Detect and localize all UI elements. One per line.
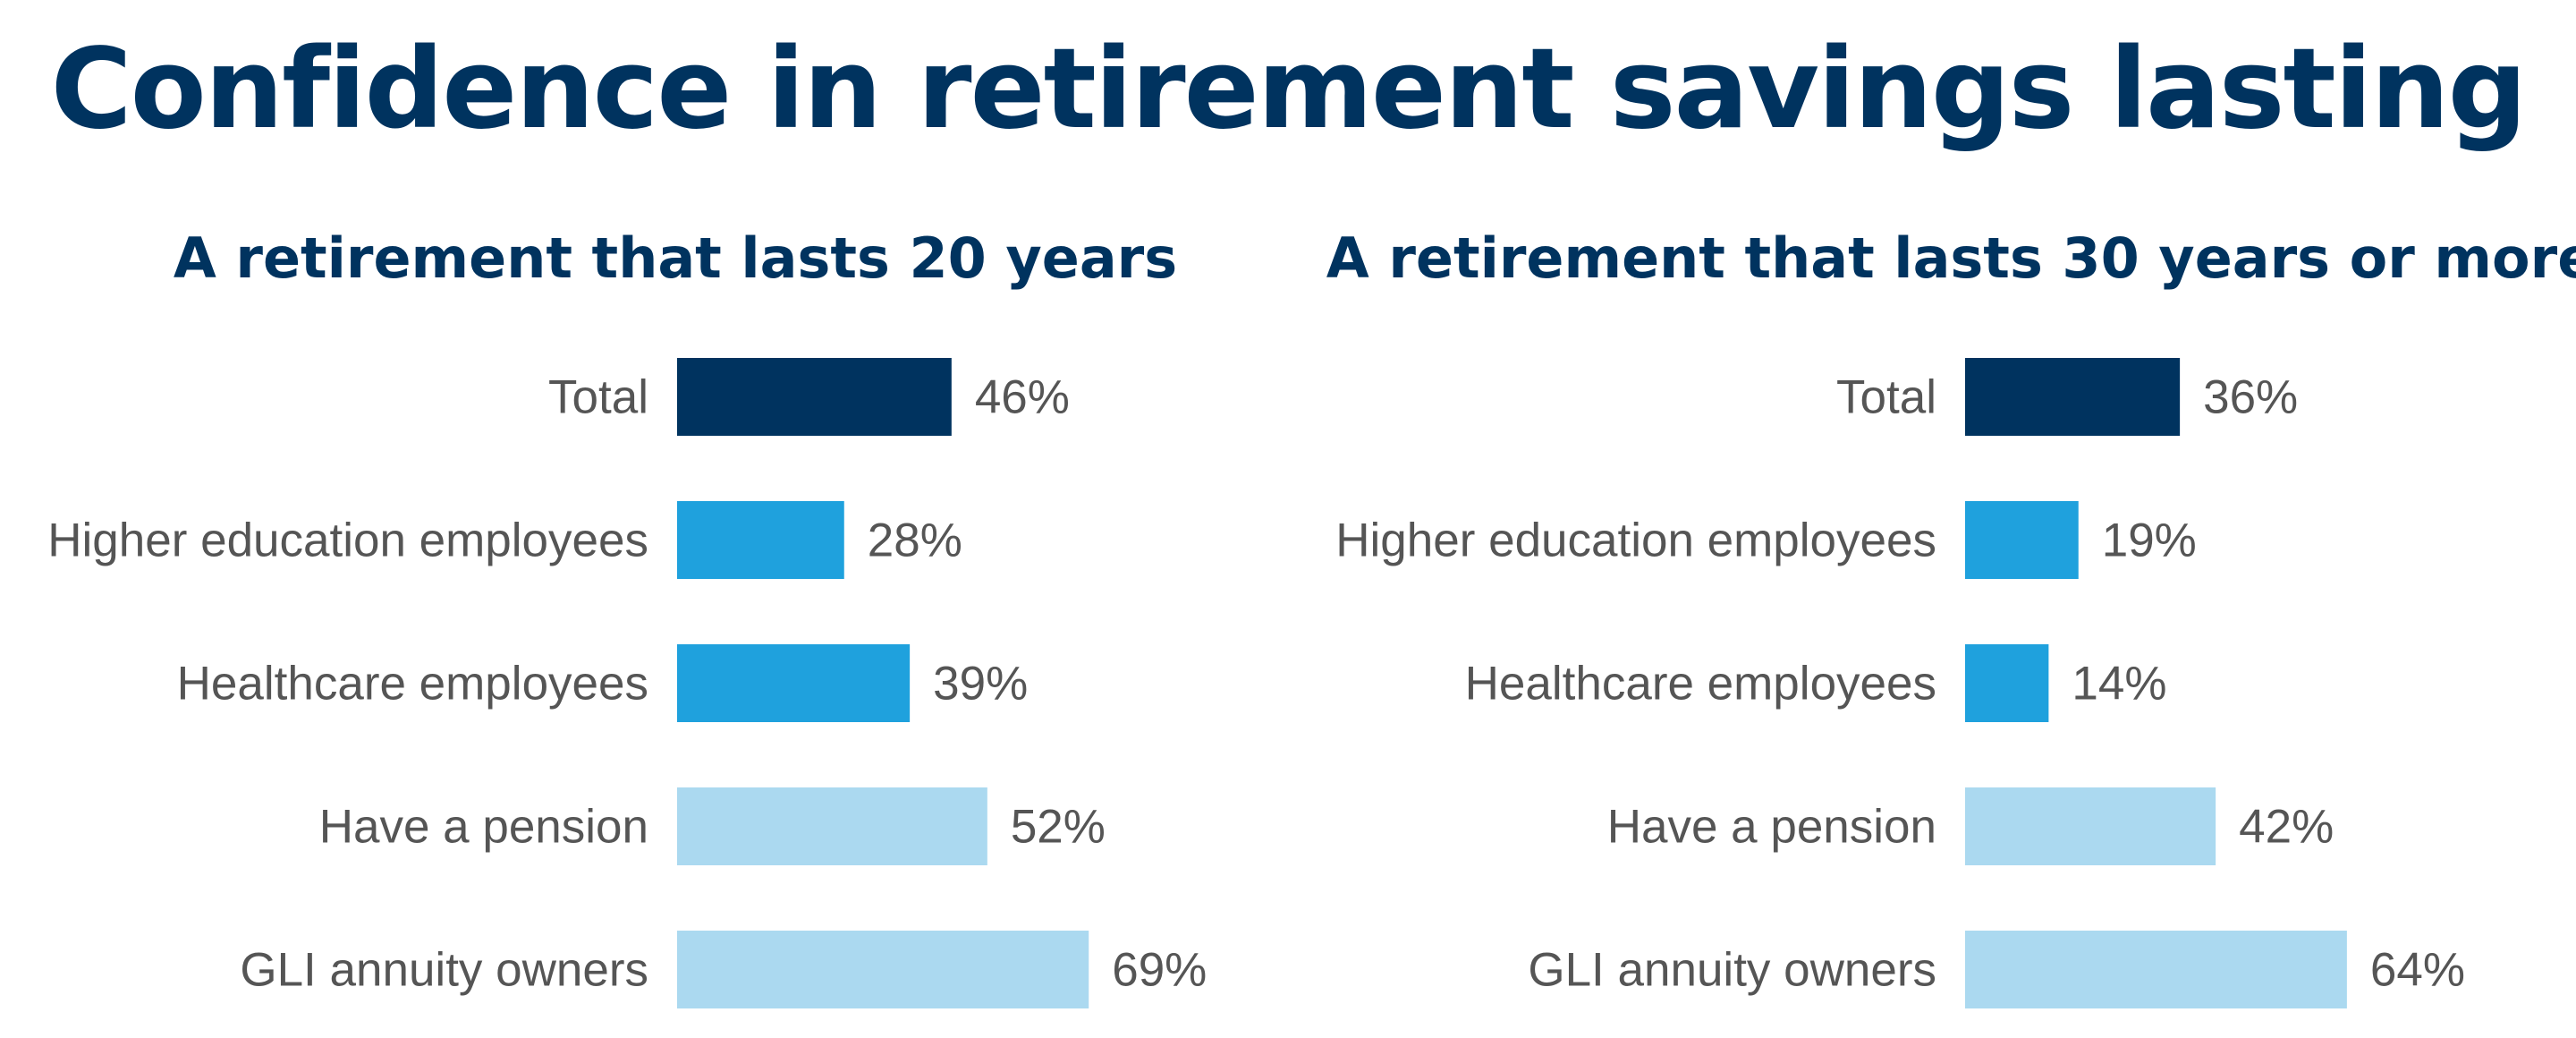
category-label: Have a pension [319, 801, 648, 854]
chart-subtitle: A retirement that lasts 20 years [174, 225, 1177, 291]
bar [677, 358, 952, 436]
value-label: 42% [2239, 801, 2334, 854]
value-label: 36% [2203, 371, 2298, 424]
bar [677, 644, 911, 722]
bar [677, 931, 1089, 1008]
category-label: GLI annuity owners [1528, 944, 1936, 997]
bar [1965, 501, 2079, 579]
bar [677, 501, 844, 579]
chart-subtitle: A retirement that lasts 30 years or more [1326, 225, 2576, 291]
category-label: Healthcare employees [177, 658, 648, 710]
bar [677, 787, 987, 865]
value-label: 39% [933, 658, 1028, 710]
value-label: 64% [2370, 944, 2465, 997]
category-label: Higher education employees [47, 515, 648, 567]
category-label: Healthcare employees [1465, 658, 1936, 710]
value-label: 14% [2072, 658, 2166, 710]
chart-30-years-or-more: A retirement that lasts 30 years or more… [1326, 225, 2576, 1008]
chart-main-title: Confidence in retirement savings lasting [50, 25, 2528, 154]
bar [1965, 787, 2216, 865]
value-label: 46% [975, 371, 1070, 424]
value-label: 69% [1112, 944, 1207, 997]
value-label: 19% [2102, 515, 2197, 567]
category-label: Total [1836, 371, 1936, 424]
chart-20-years: A retirement that lasts 20 years Total 46%… [47, 225, 1207, 1008]
category-label: Higher education employees [1335, 515, 1936, 567]
value-label: 52% [1011, 801, 1106, 854]
category-label: Total [548, 371, 648, 424]
bar [1965, 931, 2347, 1008]
bar [1965, 358, 2181, 436]
category-label: Have a pension [1607, 801, 1936, 854]
value-label: 28% [868, 515, 962, 567]
bar [1965, 644, 2049, 722]
category-label: GLI annuity owners [240, 944, 648, 997]
